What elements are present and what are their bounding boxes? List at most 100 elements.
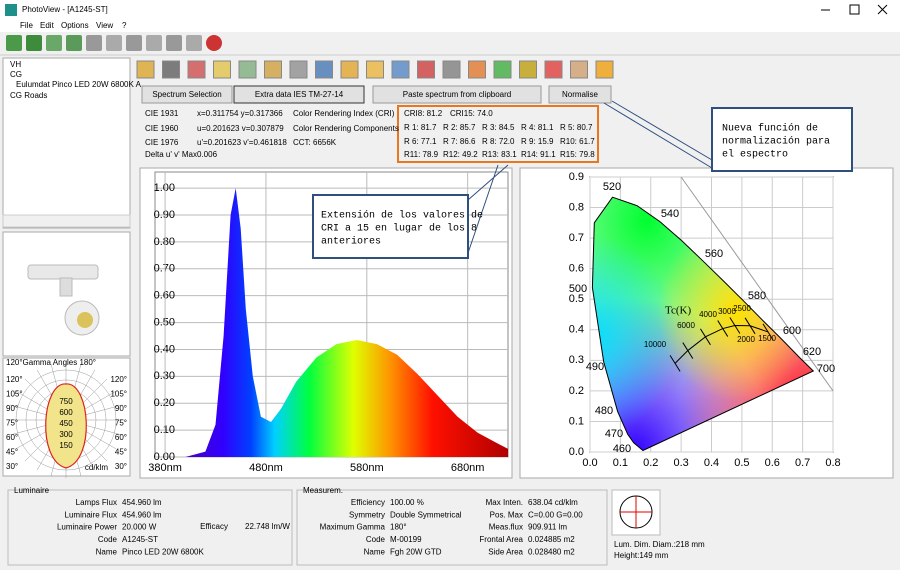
wavelength-label: 700: [817, 363, 835, 375]
colorimetry-label: CIE 1931: [145, 109, 179, 118]
button[interactable]: [548, 85, 612, 104]
toolbar-button[interactable]: [570, 60, 588, 79]
toolbar-button[interactable]: [136, 60, 155, 79]
toolbar-button[interactable]: [186, 35, 202, 51]
annotation-text: normalización para: [722, 136, 830, 148]
toolbar-button[interactable]: [315, 60, 333, 79]
field-value: 454.960 lm: [122, 498, 162, 507]
polar-unit: cd/klm: [85, 463, 108, 472]
title-bar: [0, 0, 900, 20]
group-title: Measurem.: [303, 486, 343, 495]
y-tick-label: 1.00: [154, 182, 175, 194]
toolbar-button[interactable]: [106, 35, 122, 51]
toolbar-button[interactable]: [206, 35, 222, 51]
toolbar-button[interactable]: [6, 35, 22, 51]
field-value: 22.748 lm/W: [245, 522, 290, 531]
wavelength-label: 560: [705, 248, 723, 260]
y-tick-label: 0.30: [154, 370, 175, 382]
wavelength-label: 620: [803, 346, 821, 358]
maximize-button[interactable]: [849, 4, 860, 15]
toolbar-button[interactable]: [595, 60, 614, 79]
field-label: Symmetry: [349, 510, 385, 519]
menu-item[interactable]: Edit: [40, 21, 55, 30]
luminaire-group: [7, 489, 293, 566]
dimension-text: Lum. Dim. Diam.:218 mm: [614, 540, 705, 549]
cri-value: R11: 78.9: [404, 150, 439, 159]
field-label: Efficiency: [351, 498, 385, 507]
isotemp-line: [700, 328, 711, 346]
wavelength-label: 480: [595, 405, 613, 417]
menu-item[interactable]: File: [20, 21, 33, 30]
toolbar-button[interactable]: [66, 35, 82, 51]
button-label[interactable]: Extra data IES TM-27-14: [255, 90, 344, 99]
polar-angle: 75°: [6, 419, 18, 428]
polar-angle: 120°: [6, 375, 23, 384]
field-label: Luminaire Flux: [65, 510, 117, 519]
menu-item[interactable]: ?: [122, 21, 127, 30]
toolbar-button[interactable]: [213, 60, 231, 79]
field-label: Pos. Max: [490, 510, 523, 519]
menu-item[interactable]: View: [96, 21, 113, 30]
cri-value: CRI8: 81.2: [404, 109, 443, 118]
button[interactable]: [233, 85, 365, 104]
toolbar-button[interactable]: [166, 35, 182, 51]
temperature-label: 2000: [737, 335, 755, 344]
field-label: Maximum Gamma: [320, 523, 386, 532]
button-label[interactable]: Spectrum Selection: [152, 90, 221, 99]
button-label[interactable]: Paste spectrum from clipboard: [403, 90, 512, 99]
button-label[interactable]: Normalise: [562, 90, 599, 99]
dimension-cross: [620, 496, 652, 528]
polar-angle: 30°: [115, 462, 127, 471]
tree-item: CG: [10, 70, 22, 79]
field-label: Max Inten.: [486, 498, 523, 507]
toolbar-button[interactable]: [391, 60, 410, 79]
toolbar-button[interactable]: [289, 60, 308, 79]
toolbar-button[interactable]: [46, 35, 62, 51]
cri-value: R14: 91.1: [521, 150, 556, 159]
toolbar-button[interactable]: [417, 60, 435, 79]
toolbar-button[interactable]: [264, 60, 282, 79]
temperature-label: 10000: [644, 340, 667, 349]
toolbar-button[interactable]: [146, 35, 162, 51]
toolbar-button[interactable]: [86, 35, 102, 51]
polar-header: 120°Gamma Angles 180°: [6, 358, 96, 367]
toolbar-button[interactable]: [519, 60, 537, 79]
toolbar-button[interactable]: [366, 60, 384, 79]
colorimetry-label: CIE 1960: [145, 124, 179, 133]
y-tick-label: 0.60: [154, 290, 175, 302]
field-value: 909.911 lm: [528, 523, 567, 532]
temperature-label: 3000: [718, 307, 736, 316]
toolbar-button[interactable]: [162, 60, 180, 79]
field-value: 100.00 %: [390, 498, 424, 507]
button[interactable]: [141, 85, 233, 104]
cri-value: CRI15: 74.0: [450, 109, 493, 118]
toolbar-button[interactable]: [126, 35, 142, 51]
toolbar-button[interactable]: [544, 60, 563, 79]
button[interactable]: [372, 85, 542, 104]
tree-item: CG Roads: [10, 91, 47, 100]
polar-angle: 75°: [115, 419, 127, 428]
annotation-box: [711, 107, 853, 172]
menu-item[interactable]: Options: [61, 21, 89, 30]
x-tick-label: 0.6: [765, 457, 780, 469]
toolbar-button[interactable]: [442, 60, 461, 79]
toolbar-button[interactable]: [187, 60, 206, 79]
field-value: M-00199: [390, 535, 422, 544]
toolbar-button[interactable]: [468, 60, 486, 79]
toolbar-button[interactable]: [340, 60, 359, 79]
cri-value: R 1: 81.7: [404, 123, 437, 132]
polar-angle: 90°: [115, 404, 127, 413]
annotation-text: el espectro: [722, 149, 788, 161]
cri-value: R 2: 85.7: [443, 123, 476, 132]
field-label: Name: [96, 547, 118, 556]
x-tick-label: 0.2: [643, 457, 658, 469]
toolbar-button[interactable]: [493, 60, 512, 79]
toolbar-button[interactable]: [26, 35, 42, 51]
close-button[interactable]: [877, 4, 888, 15]
wavelength-label: 500: [569, 283, 587, 295]
scrollbar[interactable]: [2, 214, 131, 228]
temperature-label: 4000: [699, 310, 717, 319]
y-tick-label: 0.5: [569, 293, 584, 305]
field-label: Luminaire Power: [57, 523, 117, 532]
toolbar-button[interactable]: [238, 60, 257, 79]
